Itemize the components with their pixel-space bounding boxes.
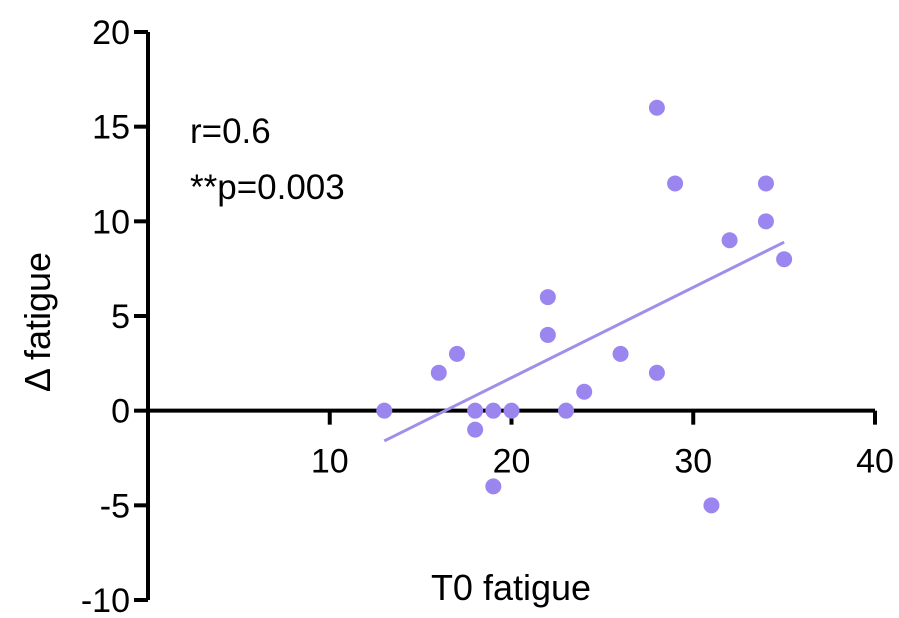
data-point — [757, 213, 774, 230]
data-point — [539, 326, 556, 343]
data-point — [558, 402, 575, 419]
data-point — [757, 175, 774, 192]
y-tick-label: 5 — [111, 298, 130, 336]
x-tick-label: 20 — [493, 443, 531, 481]
data-point — [776, 251, 793, 268]
data-point — [648, 99, 665, 116]
x-tick-label: 30 — [674, 443, 712, 481]
data-point — [485, 478, 502, 495]
annotation-correlation: r=0.6 — [190, 112, 271, 151]
data-point — [467, 421, 484, 438]
data-marks — [376, 99, 793, 514]
data-point — [576, 383, 593, 400]
y-tick-label: -5 — [100, 487, 130, 525]
y-tick-label: -10 — [81, 582, 130, 618]
y-tick-label: 10 — [92, 203, 130, 241]
axes: -10 -5 0 5 10 15 20 10 20 30 40 — [81, 14, 894, 618]
data-point — [612, 345, 629, 362]
data-point — [503, 402, 520, 419]
regression-line — [383, 240, 785, 443]
data-point — [448, 345, 465, 362]
data-point — [467, 402, 484, 419]
data-point — [430, 364, 447, 381]
data-point — [485, 402, 502, 419]
data-point — [539, 289, 556, 306]
y-axis-title: Δ fatigue — [17, 252, 58, 392]
y-tick-label: 15 — [92, 109, 130, 147]
x-axis-title: T0 fatigue — [431, 567, 591, 608]
data-point — [648, 364, 665, 381]
data-point — [667, 175, 684, 192]
annotation-p-value: **p=0.003 — [190, 168, 345, 207]
y-tick-label: 0 — [111, 393, 130, 431]
data-point — [376, 402, 393, 419]
x-tick-label: 10 — [311, 443, 349, 481]
data-point — [721, 232, 738, 249]
data-point — [703, 497, 720, 514]
x-tick-label: 40 — [856, 443, 894, 481]
y-tick-label: 20 — [92, 14, 130, 52]
